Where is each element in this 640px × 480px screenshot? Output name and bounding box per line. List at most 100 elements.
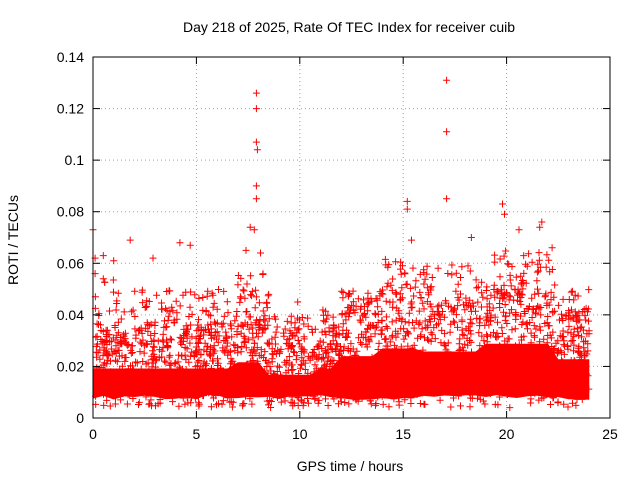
data-point	[574, 382, 582, 390]
data-point	[298, 383, 306, 391]
data-point	[220, 337, 228, 344]
data-point	[418, 360, 426, 368]
data-point	[349, 385, 357, 393]
data-point	[347, 371, 354, 379]
data-point	[468, 394, 476, 402]
data-point	[583, 370, 591, 378]
data-point	[327, 358, 334, 366]
data-point	[259, 373, 267, 381]
data-point	[343, 363, 350, 371]
data-point	[511, 286, 519, 294]
data-point	[161, 317, 168, 325]
data-point	[485, 369, 493, 377]
data-point	[540, 394, 548, 402]
data-point	[121, 385, 128, 393]
data-point	[441, 342, 449, 350]
data-point	[513, 374, 521, 382]
data-point	[168, 373, 176, 381]
data-point	[128, 349, 136, 356]
data-point	[311, 361, 319, 369]
data-point	[431, 311, 439, 319]
data-point	[428, 331, 436, 339]
data-point	[151, 383, 159, 391]
data-point	[158, 380, 166, 387]
data-point	[153, 291, 161, 299]
data-point	[277, 398, 285, 406]
data-point	[443, 128, 451, 136]
data-point	[199, 294, 207, 301]
data-point	[469, 302, 477, 310]
data-point	[567, 337, 575, 345]
data-point	[585, 327, 593, 335]
data-point	[534, 302, 542, 310]
data-point	[181, 344, 189, 351]
data-point	[143, 297, 151, 305]
data-point	[392, 288, 400, 296]
data-point	[544, 313, 552, 320]
data-point	[398, 375, 406, 383]
data-point	[208, 289, 216, 297]
data-point	[202, 362, 209, 369]
x-tick-label: 0	[89, 426, 97, 442]
data-point	[520, 252, 528, 260]
data-point	[131, 313, 139, 320]
data-point	[230, 341, 238, 349]
data-point	[246, 223, 254, 231]
data-point	[553, 348, 561, 356]
data-point	[458, 326, 466, 334]
data-point	[421, 400, 429, 408]
data-point	[212, 320, 220, 328]
data-point	[98, 338, 106, 345]
data-point	[282, 361, 290, 369]
data-point	[252, 195, 260, 203]
data-point	[515, 350, 523, 357]
data-point	[322, 307, 330, 315]
data-point	[505, 260, 513, 268]
data-point	[496, 304, 504, 311]
data-point	[498, 330, 506, 337]
data-point	[295, 379, 302, 387]
data-point	[163, 344, 171, 352]
data-point	[200, 377, 208, 385]
data-point	[252, 293, 260, 301]
data-point	[138, 329, 146, 337]
data-point	[112, 393, 119, 401]
data-point	[111, 400, 119, 408]
data-point	[161, 357, 168, 365]
data-point	[501, 337, 509, 345]
data-point	[319, 378, 327, 386]
data-point	[304, 314, 312, 322]
data-point	[392, 373, 400, 381]
data-point	[498, 358, 506, 366]
data-point	[393, 367, 401, 375]
data-point	[570, 333, 578, 341]
data-point	[570, 325, 578, 333]
data-point	[112, 336, 120, 344]
data-point	[452, 372, 459, 380]
data-point	[381, 255, 389, 263]
data-point	[556, 332, 564, 340]
data-point	[169, 398, 177, 406]
data-point	[322, 379, 330, 387]
data-point	[133, 359, 141, 367]
data-point	[120, 331, 127, 339]
data-point	[268, 350, 276, 358]
data-point	[451, 319, 459, 327]
data-point	[243, 375, 251, 383]
data-point	[535, 249, 543, 257]
data-point	[101, 366, 109, 374]
data-point	[218, 374, 226, 382]
data-point	[478, 345, 486, 352]
data-point	[435, 301, 443, 309]
data-point	[501, 210, 508, 218]
data-point	[232, 379, 240, 387]
data-point	[252, 286, 260, 294]
data-point	[357, 339, 364, 347]
data-point	[298, 354, 306, 362]
data-point	[389, 275, 397, 283]
data-point	[497, 386, 504, 394]
data-point	[460, 388, 468, 396]
data-point	[166, 287, 174, 295]
data-point	[112, 306, 120, 314]
